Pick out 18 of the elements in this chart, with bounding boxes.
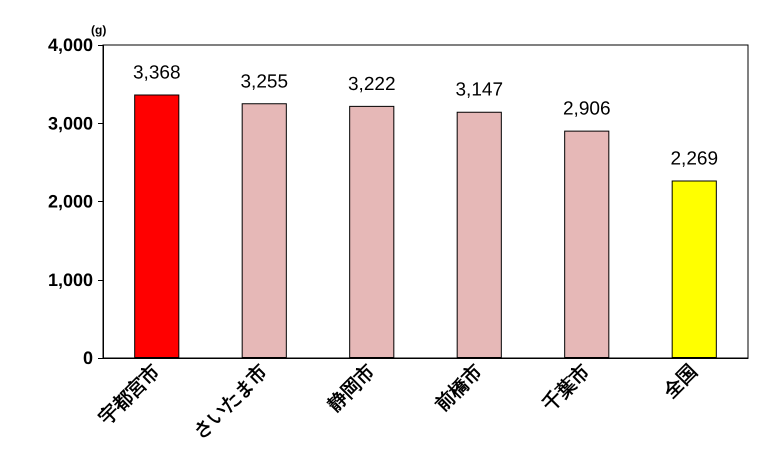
y-tick-label: 2,000 — [48, 192, 93, 212]
y-tick-label: 4,000 — [48, 35, 93, 55]
x-tick-label: 全国 — [659, 360, 702, 403]
y-tick-label: 3,000 — [48, 113, 93, 134]
y-tick-label: 0 — [82, 348, 93, 368]
data-label: 3,222 — [348, 74, 396, 95]
x-tick-label: さいたま市 — [188, 360, 272, 443]
y-axis-title: (g) — [91, 23, 106, 38]
y-tick-label: 1,000 — [48, 270, 93, 290]
x-tick-label: 宇都宮市 — [94, 360, 164, 430]
data-label: 3,255 — [240, 71, 288, 92]
data-label: 2,906 — [562, 98, 611, 120]
data-label: 2,269 — [670, 148, 718, 170]
x-tick-label: 前橋市 — [430, 360, 487, 416]
data-label: 3,147 — [455, 80, 504, 101]
data-label: 3,368 — [132, 62, 181, 84]
x-tick-label: 千葉市 — [538, 360, 594, 416]
x-tick-label: 静岡市 — [322, 360, 380, 416]
